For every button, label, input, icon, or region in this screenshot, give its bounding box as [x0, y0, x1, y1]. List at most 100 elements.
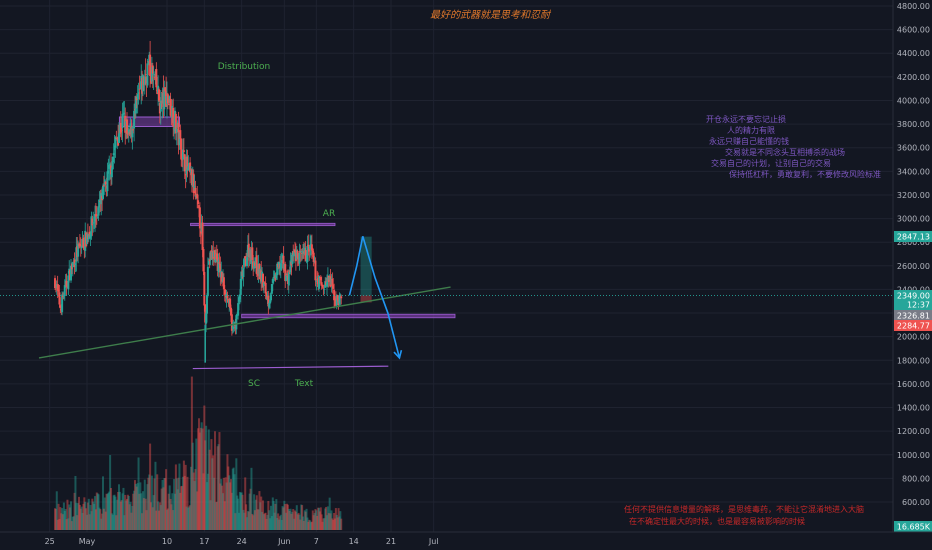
candle-body: [231, 326, 234, 329]
x-tick-label: Jul: [428, 537, 439, 546]
volume-bar: [295, 505, 298, 530]
candle-body: [230, 307, 232, 316]
price-scale[interactable]: 4800.00 4600.00 4400.00 4200.00 4000.00 3800.…: [892, 0, 930, 532]
volume-bar: [133, 490, 136, 530]
volume-bar: [265, 518, 268, 530]
candle-body: [264, 282, 267, 294]
candle-body: [331, 278, 334, 287]
volume-bar: [182, 476, 184, 530]
drawings-layer[interactable]: [118, 116, 456, 370]
volume-bar: [94, 496, 96, 530]
candle-body: [186, 156, 189, 170]
svg-text:2847.13: 2847.13: [897, 233, 930, 242]
price-tags: 2847.13 2349.00 12:37 2326.81 2284.77 16…: [894, 231, 932, 532]
x-tick-label: 10: [162, 537, 172, 546]
candlesticks: [54, 40, 343, 336]
volume-bar: [329, 513, 332, 530]
volume-bar: [94, 509, 97, 530]
candle-body: [298, 252, 301, 264]
candle-body: [189, 162, 192, 173]
volume-bar: [340, 518, 343, 530]
candle-body: [235, 315, 238, 330]
volume-bar: [59, 507, 62, 530]
candle-body: [172, 107, 175, 127]
candle-body: [304, 250, 307, 262]
volume-bar: [277, 513, 280, 530]
candle-body: [80, 246, 83, 249]
candle-body: [262, 273, 264, 287]
candle-body: [207, 261, 210, 265]
candle-body: [287, 272, 290, 286]
volume-bar: [117, 491, 120, 530]
candle-body: [89, 234, 92, 239]
candle-body: [115, 137, 118, 139]
volume-bar: [338, 516, 341, 530]
volume-bar: [194, 469, 197, 530]
candle-body: [102, 185, 104, 199]
volume-bar: [137, 457, 140, 530]
volume-bar: [159, 505, 162, 530]
candle-body: [57, 289, 60, 292]
x-tick-label: 14: [349, 537, 359, 546]
volume-bar: [232, 467, 235, 530]
volume-bar: [121, 493, 124, 530]
volume-bar: [131, 506, 134, 530]
volume-bar: [270, 516, 273, 530]
volume-bar: [214, 431, 216, 530]
candle-body: [152, 73, 155, 75]
candle-body: [167, 104, 170, 106]
volume-bar: [279, 514, 282, 530]
x-tick-label: May: [79, 537, 96, 546]
volume-bar: [207, 429, 210, 530]
volume-bar: [158, 510, 160, 530]
volume-bar: [145, 510, 148, 530]
volume-bar: [253, 494, 256, 530]
volume-bar: [284, 504, 287, 530]
volume-bar: [200, 422, 203, 530]
volume-bar: [286, 503, 288, 530]
volume-bar: [326, 506, 329, 530]
candle-body: [291, 252, 294, 265]
candle-body: [183, 154, 186, 172]
volume-bar: [226, 454, 229, 530]
volume-bar: [263, 513, 266, 530]
volume-bar: [118, 491, 121, 530]
volume-bar: [86, 514, 88, 530]
volume-bar: [337, 508, 340, 530]
volume-bar: [247, 511, 250, 530]
volume-bar: [270, 505, 272, 530]
candle-body: [335, 295, 338, 306]
volume-bar: [316, 515, 319, 530]
volume-bar: [324, 508, 327, 530]
time-axis[interactable]: 25 May 10 17 24 Jun 7 14 21 Jul: [0, 531, 932, 546]
volume-bar: [301, 505, 304, 530]
volume-bar: [60, 513, 63, 530]
candle-body: [138, 88, 141, 90]
volume-bar: [222, 477, 225, 530]
y-tick-label: 2400.00: [897, 285, 930, 294]
volume-bar: [73, 492, 76, 530]
candle-body: [270, 283, 273, 294]
volume-bar: [246, 511, 249, 530]
note-6: 保持低杠杆，勇敢复利，不要修改风险标准: [729, 169, 881, 179]
drawings-overlay[interactable]: [0, 236, 893, 363]
volume-bar: [290, 513, 293, 530]
candle-body: [157, 85, 160, 93]
candle-body: [306, 246, 309, 262]
volume-bar: [102, 476, 104, 530]
chart-title: 最好的武器就是思考和忍耐: [430, 9, 552, 21]
candle-body: [97, 206, 100, 216]
candle-body: [91, 218, 94, 226]
candle-body: [179, 130, 182, 139]
volume-bar: [312, 515, 315, 530]
volume-bar: [156, 474, 159, 530]
svg-text:2349.00: 2349.00: [897, 292, 930, 301]
volume-bar: [233, 474, 236, 530]
candle-body: [79, 245, 82, 247]
volume-bar: [57, 503, 60, 530]
candle-body: [243, 258, 246, 267]
candle-body: [205, 313, 208, 324]
volume-bar: [291, 511, 294, 530]
volume-bar: [79, 508, 82, 530]
